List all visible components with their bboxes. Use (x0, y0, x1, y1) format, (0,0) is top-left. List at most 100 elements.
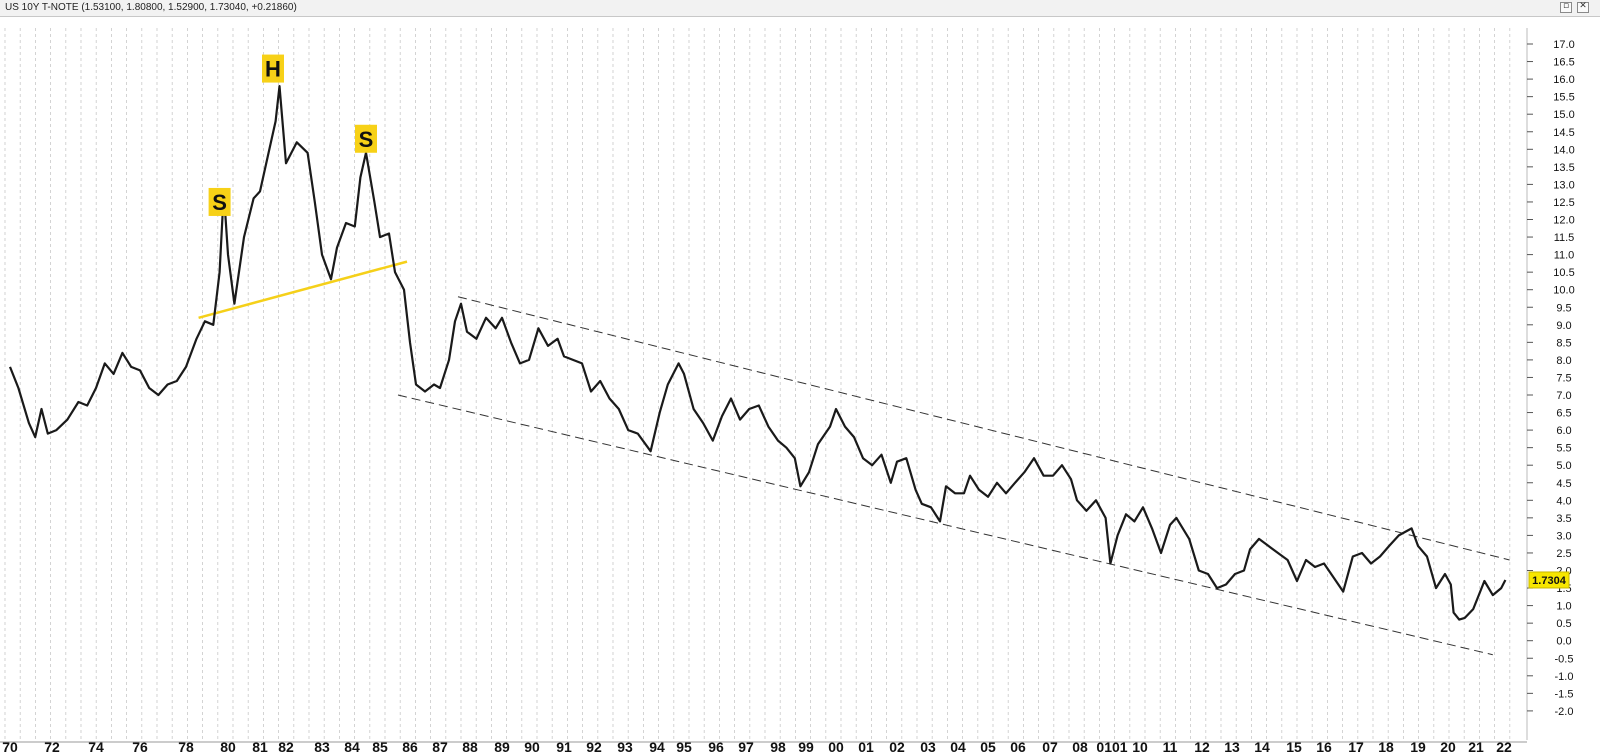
x-tick-label: 02 (889, 739, 905, 755)
x-tick-label: 22 (1496, 739, 1512, 755)
y-tick-label: 13.0 (1553, 179, 1574, 191)
restore-window-icon[interactable]: ▫ (1560, 1, 1572, 13)
y-tick-label: -1.5 (1555, 688, 1574, 700)
y-tick-label: 13.5 (1553, 162, 1574, 174)
channel-line-lower (397, 394, 1493, 656)
y-axis: 17.0 16.5 16.0 15.5 15.0 14.5 14.0 13.5 13.0 12.5… (1527, 39, 1575, 718)
y-tick-label: 0.0 (1556, 636, 1571, 648)
y-tick-label: -1.0 (1555, 671, 1574, 683)
x-tick-label: 01 (858, 739, 874, 755)
x-tick-label: 76 (132, 739, 148, 755)
y-tick-label: 11.0 (1554, 250, 1575, 262)
y-tick-label: 14.5 (1553, 127, 1574, 139)
x-tick-label: 11 (1163, 739, 1178, 755)
pattern-labels: S H S (208, 54, 377, 216)
x-tick-label: 85 (372, 739, 388, 755)
y-tick-label: 1.0 (1556, 601, 1571, 613)
x-tick-label: 13 (1224, 739, 1240, 755)
x-tick-label: 87 (432, 739, 448, 755)
x-tick-label: 80 (220, 739, 236, 755)
last-value-box (1528, 571, 1570, 589)
y-tick-label: 3.5 (1556, 513, 1571, 525)
last-value-marker: 1.7304 (1528, 571, 1570, 589)
x-tick-label: 16 (1316, 739, 1332, 755)
y-tick-label: 8.5 (1556, 337, 1571, 349)
y-tick-label: 5.0 (1556, 460, 1571, 472)
x-tick-label: 14 (1254, 739, 1270, 755)
x-tick-label: 93 (617, 739, 633, 755)
x-tick-label: 07 (1042, 739, 1058, 755)
yield-chart[interactable]: 70 72 74 76 78 80 81 82 83 84 85 86 87 88 89 90 91 92 93 94… (0, 17, 1600, 755)
x-tick-label: 00 (828, 739, 844, 755)
window-titlebar: US 10Y T-NOTE (1.53100, 1.80800, 1.52900… (0, 0, 1600, 17)
y-tick-label: 9.5 (1556, 302, 1571, 314)
y-tick-label: 3.0 (1556, 530, 1571, 542)
y-tick-label: 5.5 (1556, 443, 1571, 455)
close-glyph: ✕ (1579, 1, 1587, 11)
x-tick-label: 12 (1194, 739, 1210, 755)
y-tick-label: 12.5 (1553, 197, 1574, 209)
pattern-label-s: S (355, 124, 377, 153)
x-tick-label: 88 (462, 739, 478, 755)
y-tick-label: -0.5 (1555, 653, 1574, 665)
y-tick-label: 15.0 (1553, 109, 1574, 121)
x-tick-label: 21 (1468, 739, 1484, 755)
last-value-label: 1.7304 (1532, 575, 1567, 587)
channel-line-upper (457, 296, 1510, 561)
pattern-label-box (208, 187, 231, 216)
y-tick-label: -2.0 (1555, 706, 1574, 718)
x-tick-label: 98 (770, 739, 786, 755)
y-tick-label: 6.0 (1556, 425, 1571, 437)
pattern-label-box (355, 124, 377, 153)
x-tick-label: 86 (402, 739, 418, 755)
pattern-label-s: S (208, 187, 231, 216)
series-layer (8, 85, 1507, 621)
y-tick-label: 16.5 (1553, 57, 1574, 69)
x-tick-label: 96 (708, 739, 724, 755)
x-tick-label: 03 (920, 739, 936, 755)
y-tick-label: 6.5 (1556, 408, 1571, 420)
y-tick-label: 7.0 (1556, 390, 1571, 402)
y-tick-label: 4.0 (1556, 495, 1571, 507)
x-tick-label: 08 (1072, 739, 1088, 755)
x-tick-label: 91 (556, 739, 572, 755)
x-tick-label: 92 (586, 739, 602, 755)
x-tick-label: 84 (344, 739, 360, 755)
x-tick-label: 72 (44, 739, 60, 755)
x-tick-label: 10 (1132, 739, 1148, 755)
restore-glyph: ▫ (1562, 1, 1570, 11)
x-tick-label: 82 (278, 739, 294, 755)
pattern-label-text: S (212, 190, 227, 215)
pattern-label-text: S (359, 127, 374, 152)
x-tick-label: 19 (1410, 739, 1426, 755)
close-window-icon[interactable]: ✕ (1577, 1, 1589, 13)
neckline (198, 260, 408, 319)
y-tick-label: 2.5 (1556, 548, 1571, 560)
x-tick-label: 18 (1378, 739, 1394, 755)
y-tick-label: 7.5 (1556, 372, 1571, 384)
x-tick-label: 89 (494, 739, 510, 755)
pattern-label-box (262, 54, 284, 83)
x-tick-label: 74 (88, 739, 104, 755)
x-tick-label: 78 (178, 739, 194, 755)
y-tick-label: 12.0 (1553, 215, 1574, 227)
x-tick-label: 20 (1440, 739, 1456, 755)
x-axis: 70 72 74 76 78 80 81 82 83 84 85 86 87 88 89 90 91 92 93 94… (0, 739, 1527, 755)
x-tick-label: 90 (524, 739, 540, 755)
y-tick-label: 11.5 (1554, 232, 1575, 244)
trend-lines (198, 260, 1510, 656)
y-tick-label: 4.5 (1556, 478, 1571, 490)
x-tick-label: 83 (314, 739, 330, 755)
window-title: US 10Y T-NOTE (1.53100, 1.80800, 1.52900… (5, 2, 297, 13)
x-tick-label: 06 (1010, 739, 1026, 755)
y-tick-label: 8.0 (1556, 355, 1571, 367)
y-tick-label: 9.0 (1556, 320, 1571, 332)
x-tick-label: 05 (980, 739, 996, 755)
x-tick-label: 97 (738, 739, 754, 755)
vertical-grid (4, 28, 1528, 740)
x-tick-label: 15 (1286, 739, 1302, 755)
pattern-label-h: H (262, 54, 284, 83)
x-tick-label: 04 (950, 739, 966, 755)
y-tick-label: 0.5 (1556, 618, 1571, 630)
y-tick-label: 17.0 (1553, 39, 1574, 51)
